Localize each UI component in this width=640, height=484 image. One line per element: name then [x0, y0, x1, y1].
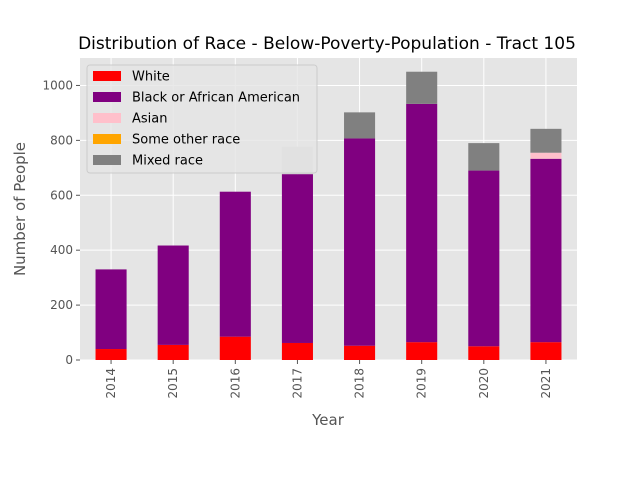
legend: White Black or African American Asian Some …: [86, 64, 318, 174]
y-tick-label: 200: [50, 298, 73, 312]
bar-segment-black-or-african-american-2016: [219, 191, 251, 337]
bar-segment-black-or-african-american-2020: [468, 170, 500, 347]
y-tick-label: 1000: [42, 78, 73, 92]
bars: [95, 71, 562, 360]
legend-swatch: [93, 155, 121, 165]
y-tick-label: 800: [50, 133, 73, 147]
y-tick-label: 400: [50, 243, 73, 257]
bar-segment-mixed-race-2020: [468, 143, 500, 171]
bar-segment-black-or-african-american-2015: [157, 245, 189, 345]
x-tick-label: 2017: [290, 368, 304, 399]
y-ticks: 0 200 400 600 800 1000: [42, 78, 80, 367]
bar-segment-black-or-african-american-2014: [95, 269, 127, 350]
bar-segment-white-2020: [468, 346, 500, 360]
bar-segment-asian-2021: [530, 152, 562, 159]
bar-segment-black-or-african-american-2017: [281, 174, 313, 343]
y-axis-label: Number of People: [11, 142, 29, 276]
bar-segment-white-2016: [219, 336, 251, 360]
bar-segment-white-2015: [157, 344, 189, 360]
x-axis-label: Year: [311, 411, 345, 429]
bar-segment-white-2018: [344, 345, 376, 360]
legend-label: Asian: [132, 112, 167, 127]
x-tick-label: 2018: [353, 368, 367, 399]
legend-swatch: [93, 92, 121, 102]
x-tick-label: 2021: [539, 368, 553, 399]
x-tick-label: 2016: [228, 368, 242, 399]
legend-swatch: [93, 113, 121, 123]
legend-label: Mixed race: [132, 154, 203, 169]
legend-swatch: [93, 134, 121, 144]
bar-segment-white-2017: [281, 342, 313, 360]
bar-segment-mixed-race-2018: [344, 112, 376, 139]
bar-segment-black-or-african-american-2018: [344, 138, 376, 346]
x-tick-label: 2015: [166, 368, 180, 399]
chart-title: Distribution of Race - Below-Poverty-Pop…: [78, 34, 576, 54]
legend-label: Some other race: [132, 133, 240, 148]
bar-segment-white-2014: [95, 349, 127, 360]
y-tick-label: 0: [65, 353, 73, 367]
bar-segment-black-or-african-american-2021: [530, 158, 562, 343]
x-tick-label: 2020: [477, 368, 491, 399]
bar-segment-mixed-race-2019: [406, 71, 438, 104]
bar-segment-white-2019: [406, 342, 438, 360]
bar-segment-white-2021: [530, 342, 562, 360]
legend-label: White: [132, 70, 170, 85]
x-ticks: 2014 2015 2016 2017 2018 2019 2020 2021: [104, 360, 553, 399]
x-tick-label: 2014: [104, 368, 118, 399]
x-tick-label: 2019: [415, 368, 429, 399]
legend-swatch: [93, 71, 121, 81]
legend-label: Black or African American: [132, 91, 300, 106]
bar-segment-mixed-race-2021: [530, 128, 562, 153]
y-tick-label: 600: [50, 188, 73, 202]
legend-frame: [86, 64, 318, 174]
bar-segment-black-or-african-american-2019: [406, 103, 438, 343]
